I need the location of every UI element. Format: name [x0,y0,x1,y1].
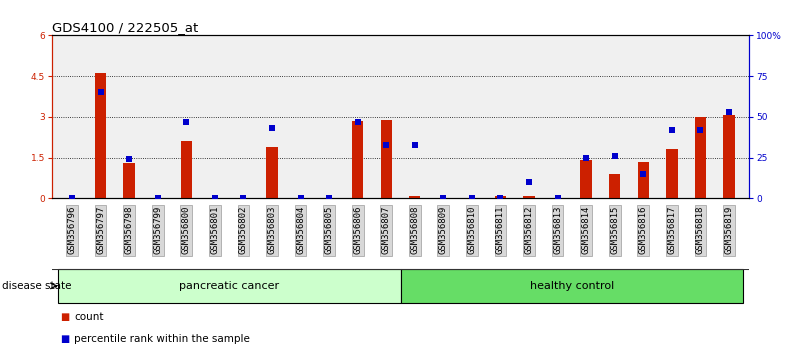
Bar [380,120,392,198]
Point [237,195,250,201]
Bar [638,161,649,198]
Point [409,142,421,147]
Bar [409,196,421,198]
Point [380,142,392,147]
Point [580,155,593,160]
Point [608,153,621,159]
Point [465,195,478,201]
Point [208,195,221,201]
Bar [609,174,621,198]
Point [66,195,78,201]
Point [180,119,193,125]
Text: GDS4100 / 222505_at: GDS4100 / 222505_at [52,21,199,34]
Text: pancreatic cancer: pancreatic cancer [179,281,280,291]
Point [123,156,135,162]
Text: ■: ■ [60,312,70,322]
Point [151,195,164,201]
Point [266,125,279,131]
Bar [523,196,535,198]
Point [522,179,535,185]
Bar [581,160,592,198]
Text: percentile rank within the sample: percentile rank within the sample [74,334,251,344]
Bar [352,121,364,198]
Bar [180,141,192,198]
Point [494,195,507,201]
Text: disease state: disease state [2,281,71,291]
Point [95,90,107,95]
Bar [123,163,135,198]
Bar [266,147,278,198]
Point [294,195,307,201]
Bar [400,269,743,303]
Text: count: count [74,312,104,322]
Point [352,119,364,125]
Bar [58,269,400,303]
Text: ■: ■ [60,334,70,344]
Point [666,127,678,133]
Bar [723,115,735,198]
Point [637,171,650,177]
Bar [495,196,506,198]
Bar [666,149,678,198]
Point [323,195,336,201]
Point [694,127,706,133]
Bar [694,117,706,198]
Point [437,195,449,201]
Point [551,195,564,201]
Text: healthy control: healthy control [529,281,614,291]
Bar [95,73,107,198]
Point [723,109,735,115]
